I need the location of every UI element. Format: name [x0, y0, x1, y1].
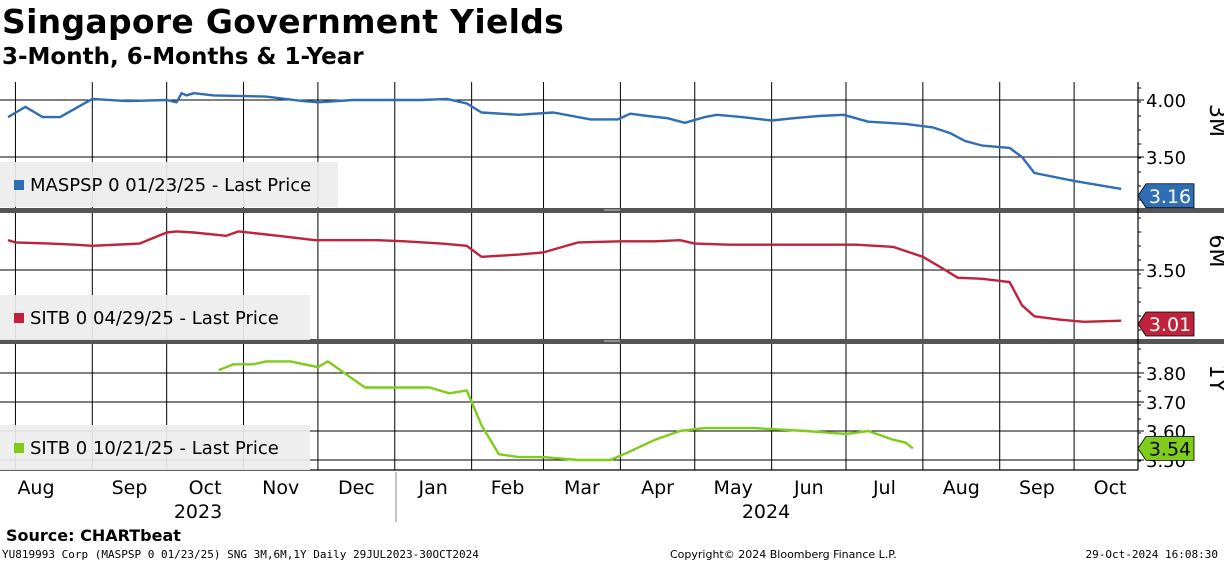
series-layer — [7, 91, 1122, 462]
x-month-label: Sep — [112, 477, 148, 499]
legend-box — [0, 295, 310, 340]
y-tick-label: 3.50 — [1146, 261, 1186, 282]
series-line-3m — [7, 91, 1122, 191]
badge-shape — [1137, 311, 1195, 337]
legend-3m: MASPSP 0 01/23/25 - Last Price — [0, 162, 338, 207]
x-month-label: May — [714, 477, 753, 499]
badge-value: 3.54 — [1149, 438, 1191, 460]
x-month-label: Feb — [491, 477, 525, 499]
x-month-label: Jan — [418, 477, 448, 499]
x-month-label: Jun — [793, 477, 824, 499]
last-value-badge-3m: 3.16 — [1137, 183, 1195, 209]
legend-layer: MASPSP 0 01/23/25 - Last Price SITB 0 04/… — [0, 162, 338, 470]
series-line-1y — [218, 360, 914, 462]
badge-value: 3.16 — [1149, 186, 1191, 208]
legend-box — [0, 162, 338, 207]
x-month-label: Sep — [1019, 477, 1055, 499]
legend-label: MASPSP 0 01/23/25 - Last Price — [30, 175, 311, 196]
x-month-label: Oct — [189, 477, 222, 499]
x-month-label: Nov — [262, 477, 299, 499]
footer-timestamp: 29-Oct-2024 16:08:30 — [1085, 548, 1218, 561]
last-value-badge-1y: 3.54 — [1137, 436, 1195, 461]
grid-layer — [0, 82, 1138, 470]
series-line-6m — [7, 230, 1122, 323]
y-tick-label: 4.00 — [1146, 91, 1186, 112]
x-month-label: Apr — [641, 477, 674, 499]
x-month-label: Aug — [17, 477, 54, 499]
footer-ticker-info: YU819993 Corp (MASPSP 0 01/23/25) SNG 3M… — [2, 548, 479, 561]
y-tick-label: 3.70 — [1146, 393, 1186, 414]
legend-label: SITB 0 04/29/25 - Last Price — [30, 308, 279, 329]
x-month-label: Mar — [564, 477, 600, 499]
legend-box — [0, 425, 310, 470]
source-note: Source: CHARTbeat — [6, 526, 181, 545]
footer-copyright: Copyright© 2024 Bloomberg Finance L.P. — [670, 548, 897, 561]
legend-1y: SITB 0 10/21/25 - Last Price — [0, 425, 310, 470]
axis-layer: 4.003.503.163M3.503.016M3.803.703.603.50… — [17, 87, 1224, 523]
x-year-label: 2023 — [174, 501, 222, 523]
legend-swatch — [14, 180, 24, 190]
y-tick-label: 3.80 — [1146, 364, 1186, 385]
legend-label: SITB 0 10/21/25 - Last Price — [30, 438, 279, 459]
chart-subtitle: 3-Month, 6-Months & 1-Year — [2, 44, 364, 70]
panel-frame-layer — [0, 82, 1224, 471]
badge-shape — [1137, 436, 1195, 461]
y-tick-label: 3.50 — [1146, 148, 1186, 169]
x-month-label: Jul — [872, 477, 896, 499]
legend-6m: SITB 0 04/29/25 - Last Price — [0, 295, 310, 340]
panel-side-label-3m: 3M — [1204, 104, 1224, 137]
chart-title: Singapore Government Yields — [2, 2, 565, 41]
legend-swatch — [14, 313, 24, 323]
x-month-label: Oct — [1094, 477, 1127, 499]
panel-side-label-6m: 6M — [1204, 235, 1224, 268]
x-year-label: 2024 — [742, 501, 790, 523]
badge-value: 3.01 — [1149, 314, 1191, 336]
panel-side-label-1y: 1Y — [1204, 365, 1224, 393]
last-value-badge-6m: 3.01 — [1137, 311, 1195, 337]
x-month-label: Dec — [338, 477, 375, 499]
badge-shape — [1137, 183, 1195, 209]
legend-swatch — [14, 443, 24, 453]
x-month-label: Aug — [943, 477, 980, 499]
